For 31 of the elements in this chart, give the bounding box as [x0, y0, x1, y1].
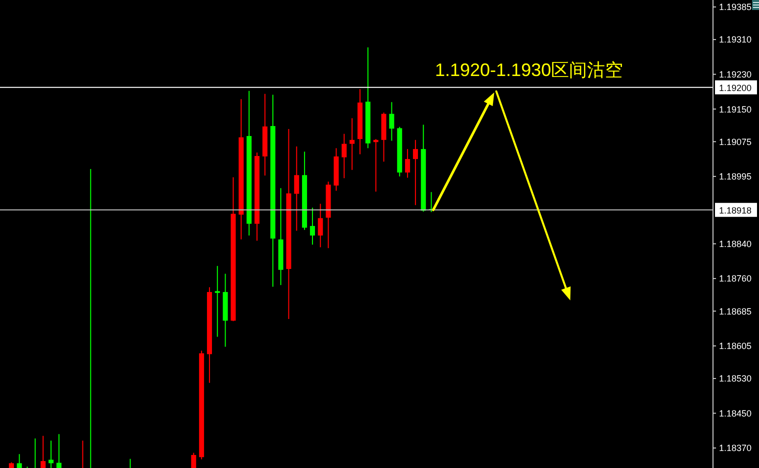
candlestick [412, 139, 418, 206]
candlestick [40, 435, 46, 468]
y-tick-label: 1.18685 [719, 306, 752, 316]
y-tick-label: 1.18840 [719, 238, 752, 249]
y-tick-label: 1.19230 [719, 70, 752, 80]
candlestick [294, 146, 300, 232]
y-tick-label: 1.19385 [719, 2, 752, 12]
y-tick-label: 1.18370 [719, 443, 752, 454]
candlestick [350, 118, 355, 170]
candlestick [342, 133, 347, 179]
candlestick [373, 138, 378, 192]
y-tick-label: 1.18530 [719, 374, 752, 384]
candlestick [318, 203, 323, 248]
ref-line-label: 1.18918 [719, 205, 752, 216]
y-tick-label: 1.18450 [719, 408, 752, 418]
candlestick [56, 434, 62, 468]
candlestick [405, 148, 410, 178]
y-tick-label: 1.18995 [719, 172, 752, 182]
candlestick [191, 452, 196, 468]
y-tick-label: 1.19310 [719, 34, 752, 45]
y-tick-label: 1.19150 [719, 104, 752, 114]
y-tick-label: 1.18760 [719, 274, 752, 284]
annotation: 1.1920-1.1930区间沽空 [435, 60, 624, 80]
candlestick [214, 265, 220, 338]
y-tick-label: 1.19075 [719, 136, 752, 147]
y-tick-label: 1.18605 [719, 341, 752, 352]
candlestick [310, 207, 315, 246]
candlestick [389, 102, 394, 142]
candlestick [16, 454, 22, 468]
candlestick [48, 440, 54, 468]
ref-line-label: 1.19200 [719, 82, 752, 93]
